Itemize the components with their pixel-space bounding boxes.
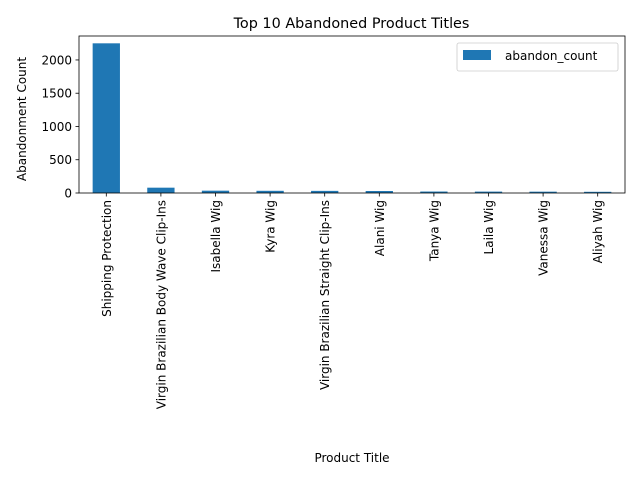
x-tick-label: Virgin Brazilian Body Wave Clip-Ins [154,200,168,409]
legend-swatch [463,50,491,60]
y-tick-label: 1500 [41,87,72,101]
y-ticks-group: 0 500 1000 1500 2000 [41,53,79,201]
y-axis-title: Abandonment Count [15,57,29,181]
legend-label: abandon_count [505,49,598,63]
x-tick-label: Isabella Wig [209,200,223,273]
bar [147,187,175,193]
legend: abandon_count [456,42,619,72]
x-tick-label: Shipping Protection [100,200,114,317]
bar [529,191,557,193]
y-tick-label: 0 [64,187,72,201]
x-ticks-group: Shipping Protection Virgin Brazilian Body… [100,193,605,409]
bars-group [92,43,612,193]
bar [311,190,339,193]
x-tick-label: Vanessa Wig [537,200,551,276]
bar [474,191,503,193]
bar [201,190,230,193]
x-tick-label: Tanya Wig [427,200,441,262]
axes-frame [78,35,626,194]
x-axis-title: Product Title [314,451,389,465]
bar [365,191,393,193]
chart-title: Top 10 Abandoned Product Titles [233,16,470,32]
y-tick-label: 2000 [41,53,72,67]
x-tick-label: Alani Wig [373,200,387,256]
y-tick-label: 1000 [41,120,72,134]
bar [92,43,120,193]
bar [256,190,284,193]
x-tick-label: Kyra Wig [264,200,278,253]
x-tick-label: Virgin Brazilian Straight Clip-Ins [318,200,332,390]
x-tick-label: Aliyah Wig [591,200,605,263]
bar [420,191,448,193]
x-tick-label: Laila Wig [482,200,496,254]
bar [584,191,612,193]
legend-box [456,42,619,72]
y-tick-label: 500 [49,153,72,167]
